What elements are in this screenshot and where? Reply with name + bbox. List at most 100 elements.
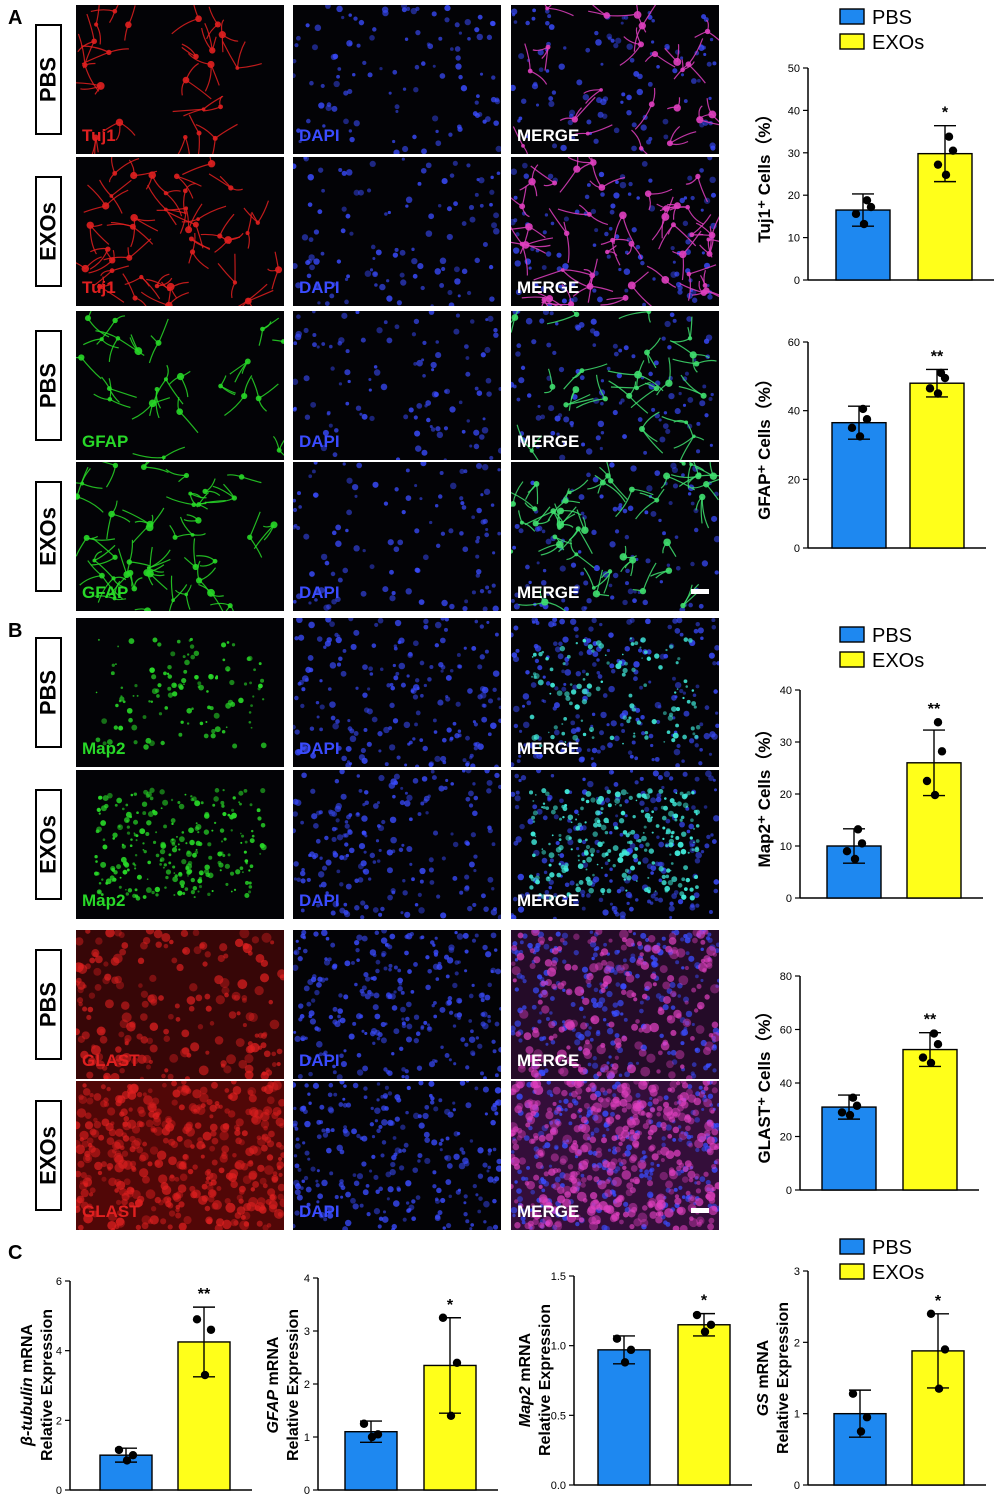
signal-dot bbox=[179, 880, 186, 886]
signal-dot bbox=[271, 1051, 277, 1057]
signal-dot bbox=[591, 649, 595, 653]
signal-dot bbox=[178, 803, 185, 810]
row-label-text: PBS bbox=[36, 363, 61, 408]
nucleus bbox=[640, 124, 647, 131]
signal-dot bbox=[541, 806, 544, 809]
nucleus bbox=[417, 1114, 422, 1119]
signal-dot bbox=[160, 807, 163, 810]
cell-process bbox=[124, 24, 129, 41]
cell-process bbox=[146, 278, 170, 290]
micrograph-bg bbox=[76, 157, 284, 306]
nucleus bbox=[414, 722, 418, 727]
signal-dot bbox=[644, 812, 651, 819]
signal-dot bbox=[169, 1174, 175, 1179]
signal-dot bbox=[159, 789, 165, 795]
nucleus bbox=[481, 463, 489, 471]
cell-process bbox=[583, 269, 593, 276]
cell-process bbox=[588, 213, 609, 226]
nucleus bbox=[294, 1143, 301, 1150]
nucleus bbox=[600, 1067, 606, 1073]
signal-dot bbox=[119, 1019, 129, 1029]
signal-dot bbox=[118, 885, 122, 889]
nucleus bbox=[554, 646, 561, 653]
nucleus bbox=[464, 885, 470, 890]
nucleus bbox=[583, 606, 588, 610]
nucleus bbox=[468, 993, 474, 999]
nucleus bbox=[592, 662, 597, 667]
signal-dot bbox=[139, 1152, 149, 1161]
signal-dot bbox=[576, 683, 582, 689]
nucleus bbox=[673, 748, 681, 756]
nucleus bbox=[435, 426, 441, 432]
nucleus bbox=[640, 715, 645, 720]
nucleus bbox=[361, 815, 368, 822]
nucleus bbox=[476, 535, 481, 540]
nucleus bbox=[345, 349, 350, 354]
cell-process bbox=[84, 64, 100, 92]
signal-dot bbox=[188, 827, 194, 834]
nucleus bbox=[360, 860, 367, 867]
nucleus bbox=[443, 389, 448, 394]
cell-process bbox=[678, 462, 684, 465]
nucleus bbox=[519, 823, 525, 830]
signal-dot bbox=[147, 994, 155, 1003]
nucleus bbox=[399, 272, 405, 278]
nucleus bbox=[447, 996, 453, 1001]
signal-dot bbox=[167, 1073, 174, 1079]
nucleus bbox=[455, 55, 461, 61]
signal-dot bbox=[227, 813, 231, 817]
cell-process bbox=[267, 268, 279, 272]
nucleus bbox=[617, 999, 624, 1007]
signal-dot bbox=[103, 1072, 111, 1079]
nucleus bbox=[610, 595, 615, 600]
nucleus bbox=[465, 371, 471, 377]
nucleus bbox=[485, 951, 492, 958]
nucleus bbox=[336, 869, 341, 874]
signal-dot bbox=[558, 817, 563, 821]
cell-process bbox=[214, 123, 238, 139]
signal-dot bbox=[214, 788, 220, 793]
nucleus bbox=[392, 252, 399, 258]
nucleus bbox=[474, 257, 480, 264]
signal-dot bbox=[166, 672, 170, 676]
cell-process bbox=[694, 30, 708, 38]
nucleus bbox=[368, 388, 372, 392]
nucleus bbox=[487, 982, 492, 988]
signal-dot bbox=[123, 1178, 131, 1186]
nucleus bbox=[403, 721, 411, 729]
nucleus bbox=[534, 658, 540, 664]
signal-dot bbox=[600, 1063, 610, 1073]
cell-process bbox=[544, 386, 554, 394]
nucleus bbox=[438, 785, 445, 792]
signal-dot bbox=[239, 866, 244, 871]
nucleus bbox=[443, 426, 449, 431]
nucleus bbox=[392, 794, 396, 799]
signal-dot bbox=[172, 1192, 180, 1201]
nucleus bbox=[437, 1210, 443, 1216]
signal-dot bbox=[235, 1118, 244, 1127]
signal-dot bbox=[97, 1170, 103, 1176]
signal-dot bbox=[557, 853, 560, 856]
nucleus bbox=[414, 64, 420, 70]
signal-dot bbox=[122, 700, 126, 704]
signal-dot bbox=[575, 818, 578, 821]
nucleus bbox=[586, 982, 592, 988]
row-label: PBS bbox=[35, 637, 62, 748]
nucleus bbox=[661, 936, 666, 941]
signal-dot bbox=[198, 1195, 208, 1205]
signal-dot bbox=[119, 876, 122, 879]
signal-dot bbox=[93, 1093, 102, 1101]
nucleus bbox=[302, 746, 310, 753]
nucleus bbox=[302, 1213, 306, 1218]
cell-process bbox=[219, 235, 231, 245]
nucleus bbox=[443, 627, 448, 632]
nucleus bbox=[394, 1116, 400, 1122]
cell-process bbox=[519, 226, 530, 254]
nucleus bbox=[708, 752, 713, 756]
signal-dot bbox=[640, 1066, 651, 1077]
nucleus bbox=[623, 15, 629, 20]
nucleus bbox=[308, 621, 315, 629]
nucleus bbox=[524, 134, 529, 139]
cell-process bbox=[220, 19, 225, 35]
nucleus bbox=[658, 518, 662, 523]
